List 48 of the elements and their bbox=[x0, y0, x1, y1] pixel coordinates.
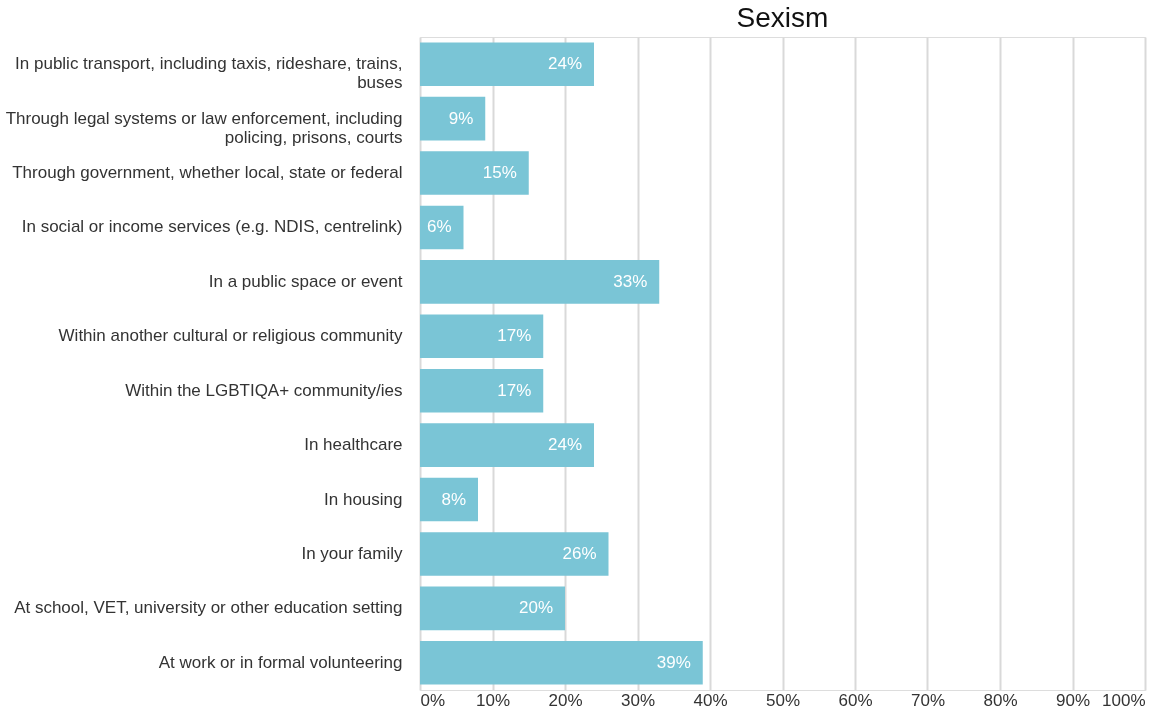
bar bbox=[420, 151, 529, 195]
y-tick-label: In healthcare bbox=[304, 435, 403, 455]
x-tick-label: 70% bbox=[910, 690, 946, 710]
data-label: 6% bbox=[426, 217, 452, 237]
x-tick-label: 10% bbox=[475, 690, 511, 710]
data-label: 8% bbox=[441, 489, 466, 509]
x-tick-label: 50% bbox=[765, 690, 801, 710]
data-label: 17% bbox=[497, 380, 532, 400]
bar bbox=[420, 532, 609, 576]
y-tick-label: Through government, whether local, state or federal bbox=[12, 163, 403, 183]
y-tick-label: At school, VET, university or other education setting bbox=[14, 598, 403, 618]
bar bbox=[420, 368, 544, 413]
bar bbox=[420, 423, 594, 467]
data-label: 33% bbox=[613, 271, 648, 291]
y-tick-label: At work or in formal volunteering bbox=[158, 652, 403, 672]
x-tick-label: 80% bbox=[983, 690, 1018, 710]
x-tick-label: 90% bbox=[1055, 690, 1091, 710]
bar bbox=[420, 314, 544, 359]
bar bbox=[420, 477, 478, 522]
y-tick-label: Within the LGBTIQA+ community/ies bbox=[125, 380, 403, 400]
bar bbox=[420, 96, 486, 141]
data-label: 9% bbox=[448, 108, 474, 128]
x-tick-label: 0% bbox=[420, 690, 446, 710]
bar bbox=[420, 42, 594, 86]
x-tick-label: 60% bbox=[838, 690, 873, 710]
data-label: 24% bbox=[547, 54, 582, 74]
data-label: 26% bbox=[562, 543, 597, 563]
data-label: 17% bbox=[497, 326, 532, 346]
bar bbox=[420, 586, 565, 631]
x-tick-label: 20% bbox=[548, 690, 583, 710]
bar bbox=[420, 260, 660, 304]
data-label: 24% bbox=[547, 435, 582, 455]
y-tick-label: In public transport, including taxis, rideshare, trains, buses bbox=[15, 54, 403, 93]
y-tick-label: In your family bbox=[301, 543, 403, 563]
y-tick-label: In social or income services (e.g. NDIS, centrelink) bbox=[21, 217, 403, 237]
bar bbox=[420, 641, 703, 685]
x-tick-label: 40% bbox=[693, 690, 728, 710]
y-tick-label: In housing bbox=[324, 489, 403, 509]
data-label: 20% bbox=[518, 598, 553, 618]
y-tick-label: Through legal systems or law enforcement, including policing, prisons, courts bbox=[5, 108, 403, 147]
chart-title: Sexism bbox=[736, 2, 829, 33]
y-tick-label: Within another cultural or religious community bbox=[58, 326, 403, 346]
y-tick-label: In a public space or event bbox=[208, 271, 403, 291]
x-tick-label: 100% bbox=[1102, 690, 1146, 710]
x-tick-label: 30% bbox=[620, 690, 656, 710]
bar bbox=[420, 205, 464, 250]
data-label: 15% bbox=[482, 163, 517, 183]
data-label: 39% bbox=[656, 652, 691, 672]
